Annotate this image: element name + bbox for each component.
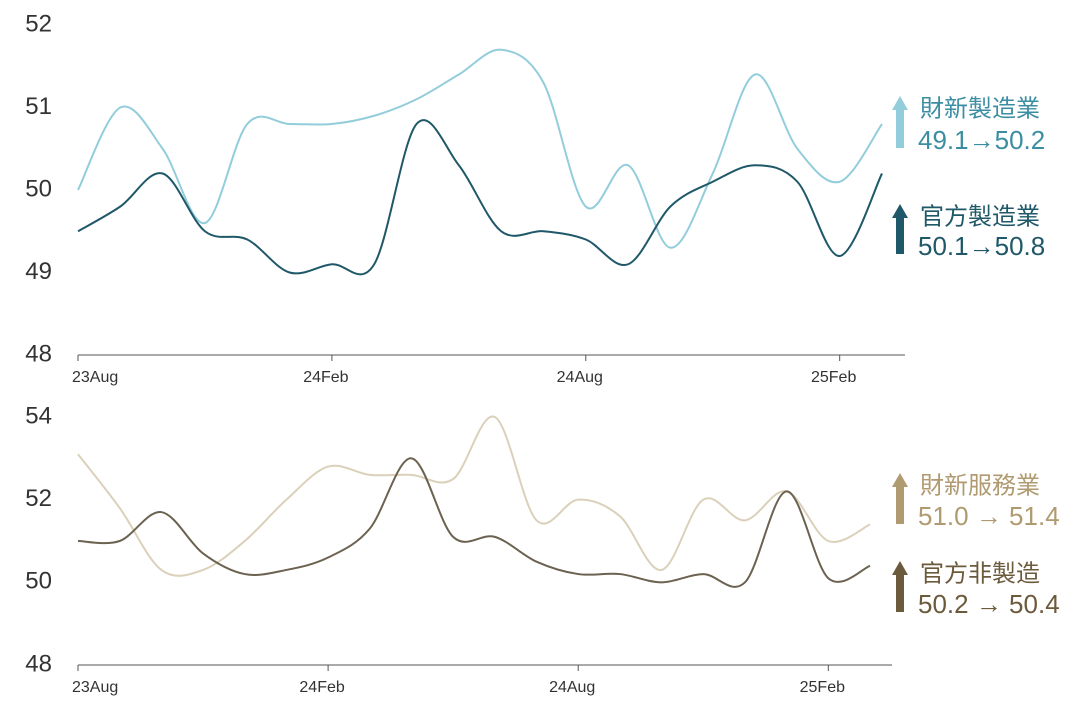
y-tick-label: 50: [25, 175, 52, 202]
x-tick-label: 24Feb: [303, 369, 348, 386]
x-tick-label: 23Aug: [72, 369, 118, 386]
y-tick-label: 48: [25, 650, 52, 677]
legend-name: 官方非製造: [920, 560, 1040, 587]
series-line: [77, 119, 883, 276]
legend-change: 50.1→50.8: [918, 231, 1045, 261]
x-tick-label: 24Aug: [549, 679, 595, 696]
x-tick-label: 24Feb: [299, 679, 344, 696]
x-tick-label: 25Feb: [811, 369, 856, 386]
arrow-icon: [892, 561, 908, 612]
x-tick-label: 24Aug: [557, 369, 603, 386]
y-tick-label: 52: [25, 10, 52, 37]
x-tick-label: 23Aug: [72, 679, 118, 696]
y-tick-label: 50: [25, 568, 52, 595]
y-tick-label: 48: [25, 340, 52, 367]
legend-change: 49.1→50.2: [918, 125, 1045, 155]
legend-change: 51.0 → 51.4: [918, 501, 1060, 531]
legend-change: 50.2 → 50.4: [918, 589, 1060, 619]
series-line: [77, 48, 883, 249]
legend-name: 官方製造業: [920, 203, 1040, 230]
arrow-icon: [892, 96, 908, 148]
legend-name: 財新製造業: [920, 95, 1040, 122]
arrow-icon: [892, 204, 908, 254]
series-line: [77, 457, 871, 588]
legend-name: 財新服務業: [920, 472, 1040, 499]
y-tick-label: 52: [25, 485, 52, 512]
arrow-icon: [892, 473, 908, 524]
y-tick-label: 49: [25, 258, 52, 285]
x-tick-label: 25Feb: [800, 679, 845, 696]
series-line: [77, 415, 871, 577]
y-tick-label: 51: [25, 93, 52, 120]
y-tick-label: 54: [25, 402, 52, 429]
